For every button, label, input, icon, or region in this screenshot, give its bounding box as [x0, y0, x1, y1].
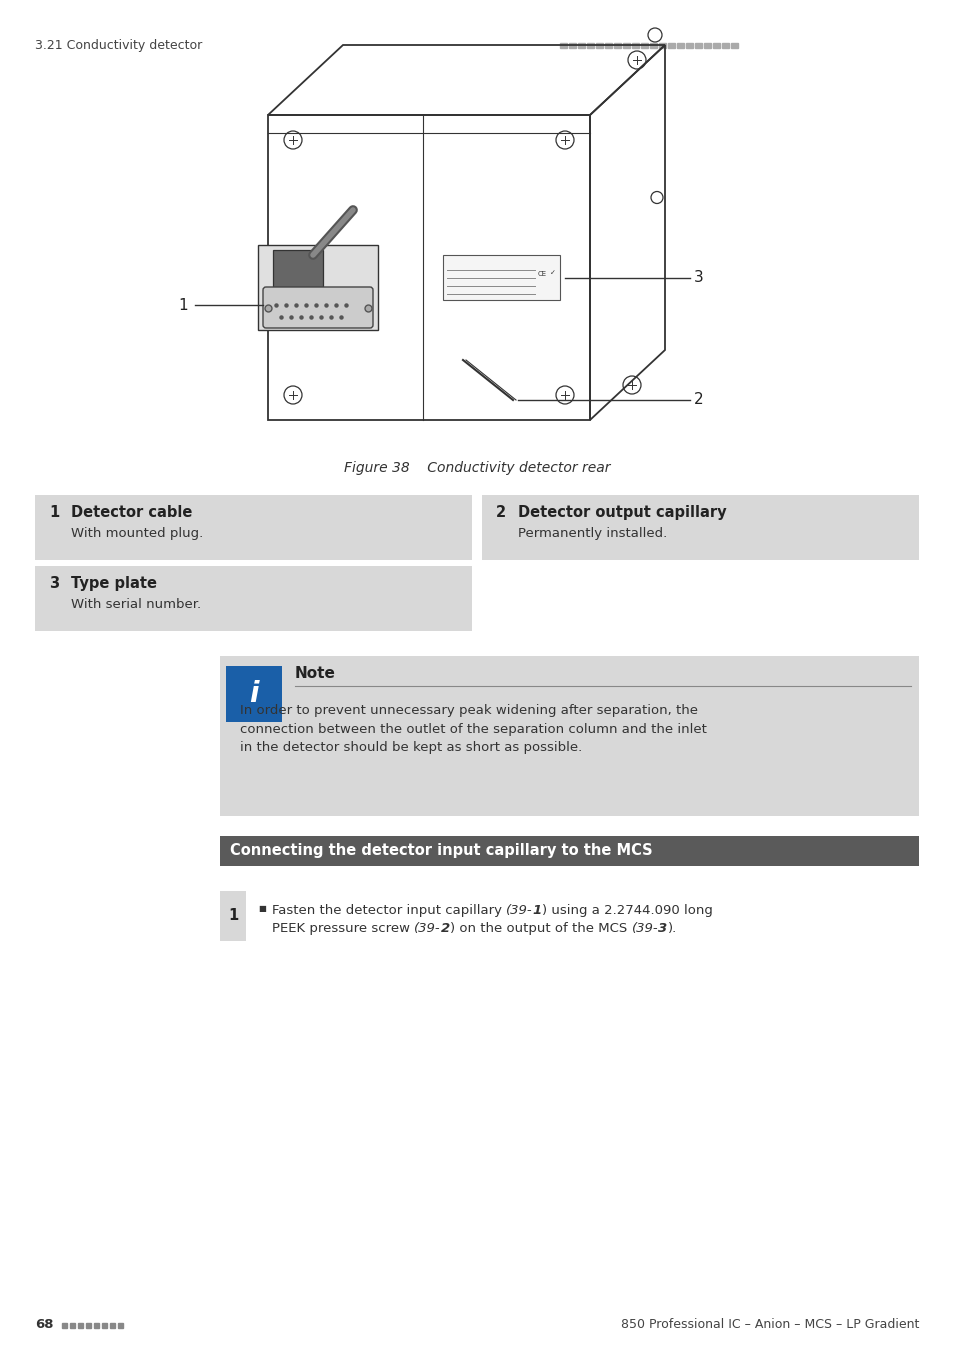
Text: Permanently installed.: Permanently installed. — [517, 526, 666, 540]
FancyBboxPatch shape — [220, 836, 918, 865]
Text: PEEK pressure screw: PEEK pressure screw — [272, 922, 414, 936]
Text: 3.21 Conductivity detector: 3.21 Conductivity detector — [35, 39, 202, 51]
Bar — [568, 42, 576, 47]
Bar — [622, 42, 629, 47]
Text: 3: 3 — [693, 270, 703, 285]
Text: Fasten the detector input capillary: Fasten the detector input capillary — [272, 904, 506, 917]
FancyBboxPatch shape — [226, 666, 282, 722]
FancyBboxPatch shape — [35, 566, 472, 630]
Bar — [614, 42, 620, 47]
Text: 1: 1 — [533, 904, 541, 917]
Text: ).: ). — [667, 922, 676, 936]
Bar — [118, 1323, 123, 1327]
Text: i: i — [249, 680, 258, 707]
Bar — [578, 42, 584, 47]
Text: In order to prevent unnecessary peak widening after separation, the
connection b: In order to prevent unnecessary peak wid… — [240, 703, 706, 755]
Bar — [703, 42, 710, 47]
Bar — [695, 42, 701, 47]
Bar — [596, 42, 602, 47]
Text: ✓: ✓ — [550, 270, 556, 277]
Text: ■: ■ — [257, 903, 266, 913]
Bar — [110, 1323, 115, 1327]
Bar — [659, 42, 665, 47]
Text: (39-: (39- — [414, 922, 440, 936]
Text: (39-: (39- — [631, 922, 658, 936]
FancyBboxPatch shape — [273, 250, 323, 288]
Text: 1: 1 — [178, 297, 188, 312]
Text: 2: 2 — [496, 505, 506, 520]
Text: 2: 2 — [693, 393, 703, 408]
Text: (39-: (39- — [506, 904, 533, 917]
Bar — [712, 42, 720, 47]
Text: ) on the output of the MCS: ) on the output of the MCS — [450, 922, 631, 936]
Text: Figure 38    Conductivity detector rear: Figure 38 Conductivity detector rear — [343, 460, 610, 475]
FancyBboxPatch shape — [220, 891, 246, 941]
Bar — [685, 42, 692, 47]
FancyBboxPatch shape — [442, 255, 559, 300]
Text: Detector output capillary: Detector output capillary — [517, 505, 726, 520]
FancyBboxPatch shape — [35, 495, 472, 560]
Text: 850 Professional IC – Anion – MCS – LP Gradient: 850 Professional IC – Anion – MCS – LP G… — [620, 1319, 918, 1331]
Text: Note: Note — [294, 666, 335, 680]
Bar — [86, 1323, 91, 1327]
Text: 1: 1 — [49, 505, 59, 520]
Bar — [559, 42, 566, 47]
Bar — [730, 42, 738, 47]
Bar — [586, 42, 594, 47]
FancyBboxPatch shape — [257, 244, 377, 329]
Text: 1: 1 — [228, 909, 238, 923]
Bar — [604, 42, 612, 47]
Bar — [62, 1323, 67, 1327]
Bar — [631, 42, 639, 47]
Text: Detector cable: Detector cable — [71, 505, 193, 520]
Text: CE: CE — [537, 270, 547, 277]
FancyBboxPatch shape — [220, 656, 918, 815]
Text: With serial number.: With serial number. — [71, 598, 201, 612]
Text: 68: 68 — [35, 1319, 53, 1331]
Text: 2: 2 — [440, 922, 450, 936]
Bar — [94, 1323, 99, 1327]
Bar — [721, 42, 728, 47]
Text: 3: 3 — [658, 922, 667, 936]
Text: 3: 3 — [49, 576, 59, 591]
FancyBboxPatch shape — [481, 495, 918, 560]
Bar — [667, 42, 675, 47]
Text: ) using a 2.2744.090 long: ) using a 2.2744.090 long — [541, 904, 712, 917]
Bar — [102, 1323, 107, 1327]
Text: With mounted plug.: With mounted plug. — [71, 526, 203, 540]
Bar — [649, 42, 657, 47]
Text: Type plate: Type plate — [71, 576, 157, 591]
Text: Connecting the detector input capillary to the MCS: Connecting the detector input capillary … — [230, 844, 652, 859]
Bar — [640, 42, 647, 47]
Bar — [78, 1323, 83, 1327]
Bar — [677, 42, 683, 47]
Bar — [70, 1323, 75, 1327]
FancyBboxPatch shape — [263, 288, 373, 328]
